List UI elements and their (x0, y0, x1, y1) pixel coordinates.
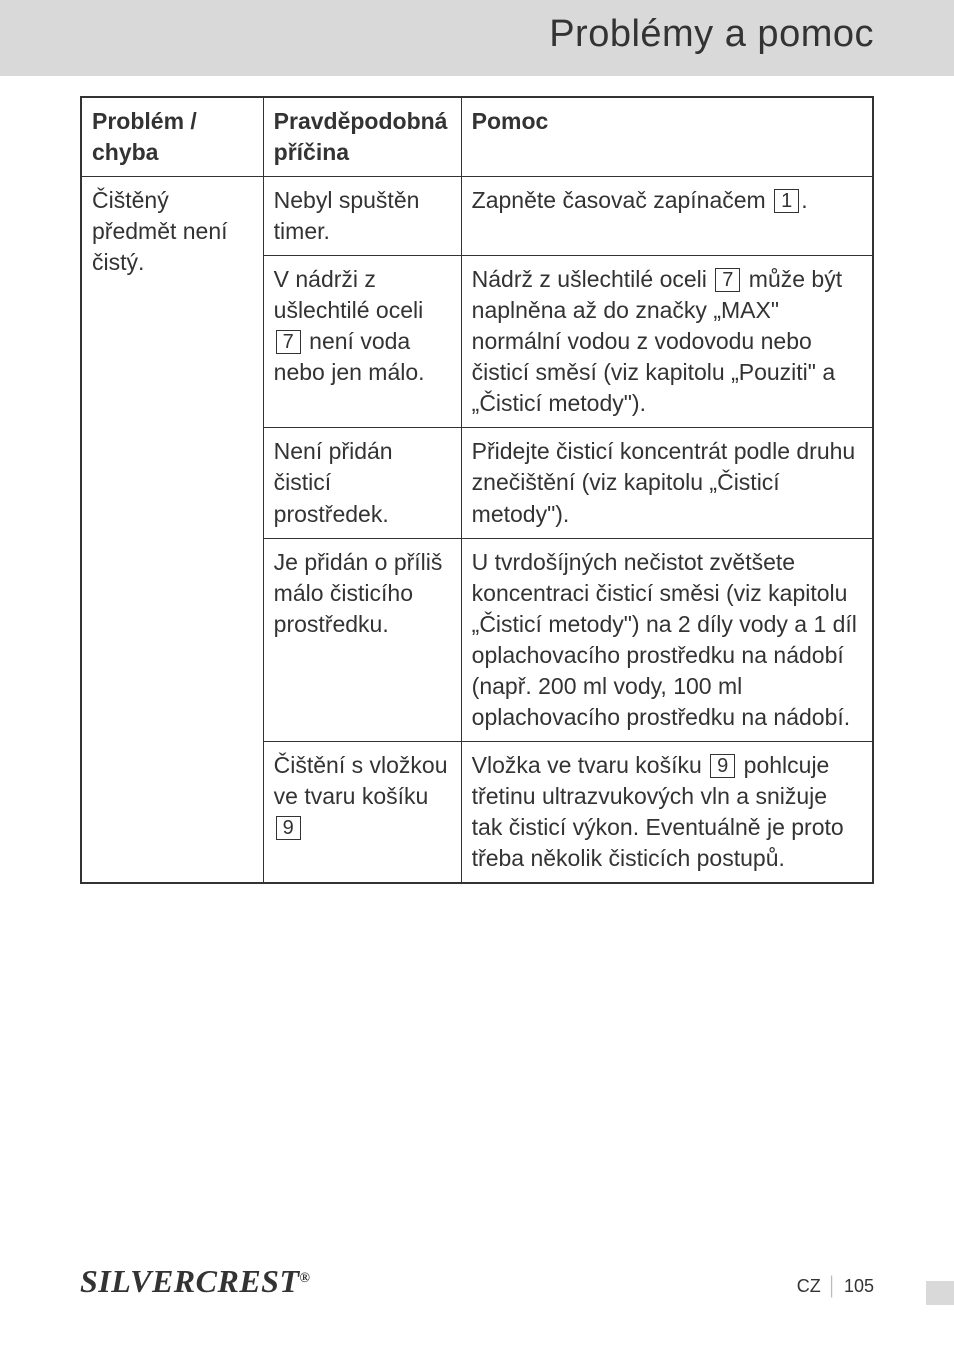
cause-pre: Čištění s vložkou ve tvaru košíku (274, 752, 448, 809)
separator: │ (827, 1276, 838, 1296)
cell-cause: V nádrži z ušlechtilé oceli 7 není voda … (263, 256, 461, 428)
page-edge-tab (926, 1281, 954, 1305)
footer: SILVERCREST® CZ │ 105 (80, 1263, 874, 1303)
header-band: Problémy a pomoc (0, 0, 954, 76)
help-post: . (801, 187, 807, 213)
help-pre: Zapněte časovač zapínačem (472, 187, 772, 213)
cell-cause: Nebyl spuštěn timer. (263, 177, 461, 256)
cell-help: Zapněte časovač zapínačem 1. (461, 177, 873, 256)
cell-help: Vložka ve tvaru košíku 9 pohlcuje třetin… (461, 741, 873, 883)
troubleshoot-table: Problém / chyba Pravděpodobná příčina Po… (80, 96, 874, 884)
page-num: 105 (844, 1276, 874, 1296)
content-area: Problém / chyba Pravděpodobná příčina Po… (0, 76, 954, 884)
page-number: CZ │ 105 (797, 1276, 874, 1297)
page-title: Problémy a pomoc (549, 0, 874, 68)
country-code: CZ (797, 1276, 821, 1296)
help-text: U tvrdošíjných nečistot zvětšete koncent… (472, 549, 857, 730)
table-row: Čištěný předmět není čistý. Nebyl spuště… (81, 177, 873, 256)
help-text: Přidejte čisticí koncentrát podle druhu … (472, 438, 856, 526)
col-header-cause: Pravděpodobná příčina (263, 97, 461, 177)
cell-help: Přidejte čisticí koncentrát podle druhu … (461, 428, 873, 538)
cause-text: Nebyl spuštěn timer. (274, 187, 420, 244)
help-pre: Vložka ve tvaru košíku (472, 752, 709, 778)
cell-cause: Není přidán čisticí prostředek. (263, 428, 461, 538)
ref-box: 1 (774, 189, 799, 213)
col-header-problem: Problém / chyba (81, 97, 263, 177)
cause-text: Je přidán o příliš málo čisticího prostř… (274, 549, 443, 637)
ref-box: 9 (710, 754, 735, 778)
cell-cause: Čištění s vložkou ve tvaru košíku 9 (263, 741, 461, 883)
cell-help: Nádrž z ušlechtilé oceli 7 může být napl… (461, 256, 873, 428)
brand-reg: ® (300, 1271, 311, 1286)
table-header-row: Problém / chyba Pravděpodobná příčina Po… (81, 97, 873, 177)
cell-problem: Čištěný předmět není čistý. (81, 177, 263, 883)
cause-text: Není přidán čisticí prostředek. (274, 438, 393, 526)
help-pre: Nádrž z ušlechtilé oceli (472, 266, 714, 292)
brand-logo: SILVERCREST® (80, 1263, 310, 1299)
col-header-help: Pomoc (461, 97, 873, 177)
cell-help: U tvrdošíjných nečistot zvětšete koncent… (461, 538, 873, 741)
brand-left: SILVER (80, 1263, 196, 1299)
cause-pre: V nádrži z ušlechtilé oceli (274, 266, 424, 323)
ref-box: 7 (276, 330, 301, 354)
ref-box: 7 (715, 268, 740, 292)
page: Problémy a pomoc Problém / chyba Pravděp… (0, 0, 954, 1345)
ref-box: 9 (276, 816, 301, 840)
cell-cause: Je přidán o příliš málo čisticího prostř… (263, 538, 461, 741)
brand-right: CREST (196, 1263, 300, 1299)
